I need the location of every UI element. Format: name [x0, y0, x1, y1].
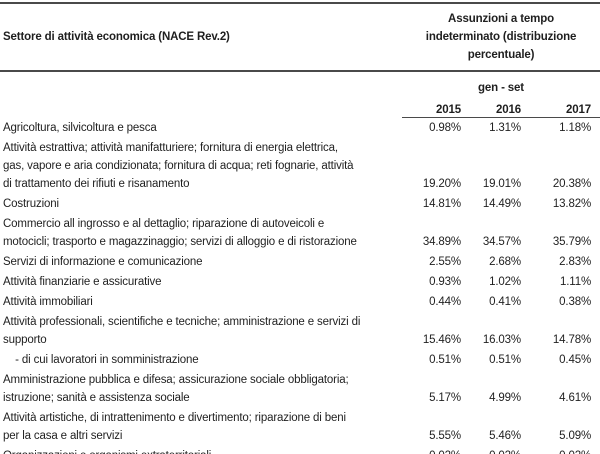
- value-cell-2015: 2.55%: [429, 256, 461, 268]
- years-spacer: [0, 96, 402, 118]
- table-row: Agricoltura, silvicoltura e pesca 0.98% 1.…: [0, 118, 600, 139]
- value-cell-2017: 2.83%: [559, 256, 592, 268]
- sector-label: Attività finanziarie e assicurative: [3, 276, 162, 288]
- period-spacer: [0, 71, 402, 96]
- table-row: Servizi di informazione e comunicazione 2…: [0, 252, 600, 272]
- values-column-header: Assunzioni a tempo indeterminato (distri…: [402, 2, 600, 72]
- table-row: Attività immobiliari 0.44% 0.41% 0.38%: [0, 292, 600, 312]
- value-cell-2015: 14.81%: [422, 198, 461, 210]
- sector-label: Organizzazioni e organismi extraterritor…: [0, 446, 402, 454]
- period-row: gen - set: [0, 71, 600, 96]
- value-cell-2015: 0.02%: [402, 446, 463, 454]
- value-cell-2016: 0.41%: [489, 296, 521, 308]
- value-cell-2017: 14.78%: [552, 334, 592, 346]
- value-cell-2015: 34.89%: [422, 236, 461, 248]
- table-row: Organizzazioni e organismi extraterritor…: [0, 446, 600, 454]
- sector-label: Servizi di informazione e comunicazione: [3, 256, 203, 268]
- value-cell-2016: 5.46%: [489, 430, 521, 442]
- value-cell-2016: 2.68%: [489, 256, 521, 268]
- value-cell-2017: 1.11%: [560, 276, 592, 288]
- sector-label: Attività immobiliari: [3, 296, 93, 308]
- value-cell-2015: 0.44%: [429, 296, 461, 308]
- value-cell-2016: 0.02%: [463, 446, 523, 454]
- sector-label: Attività professionali, scientifiche e t…: [3, 316, 361, 346]
- year-header-2017: 2017: [523, 96, 600, 118]
- value-cell-2016: 34.57%: [482, 236, 521, 248]
- sector-label: Attività artistiche, di intrattenimento …: [3, 412, 346, 442]
- year-header-2015: 2015: [402, 96, 463, 118]
- table-row: Attività professionali, scientifiche e t…: [0, 312, 600, 350]
- value-cell-2016: 0.51%: [489, 354, 521, 366]
- value-cell-2016: 14.49%: [482, 198, 521, 210]
- year-header-2016: 2016: [463, 96, 523, 118]
- sector-column-header: Settore di attività economica (NACE Rev.…: [0, 2, 402, 72]
- value-cell-2015: 5.55%: [429, 430, 461, 442]
- sector-label: Amministrazione pubblica e difesa; assic…: [3, 374, 349, 404]
- value-cell-2016: 19.01%: [482, 178, 521, 190]
- table-row: Costruzioni 14.81% 14.49% 13.82%: [0, 194, 600, 214]
- value-cell-2017: 5.09%: [559, 430, 592, 442]
- value-cell-2015: 0.98%: [429, 122, 461, 134]
- value-cell-2016: 1.31%: [489, 122, 521, 134]
- sector-label: - di cui lavoratori in somministrazione: [3, 354, 199, 366]
- table-row: Amministrazione pubblica e difesa; assic…: [0, 370, 600, 408]
- table-row: Attività artistiche, di intrattenimento …: [0, 408, 600, 446]
- years-row: 2015 2016 2017: [0, 96, 600, 118]
- value-cell-2015: 5.17%: [429, 392, 461, 404]
- value-cell-2015: 19.20%: [422, 178, 461, 190]
- value-cell-2017: 35.79%: [552, 236, 592, 248]
- value-cell-2015: 0.93%: [429, 276, 461, 288]
- sector-label: Agricoltura, silvicoltura e pesca: [3, 122, 157, 134]
- sector-label: Commercio all ingrosso e al dettaglio; r…: [3, 218, 357, 248]
- value-cell-2016: 16.03%: [482, 334, 521, 346]
- sector-label: Costruzioni: [3, 198, 59, 210]
- table-body: Agricoltura, silvicoltura e pesca 0.98% 1.…: [0, 118, 600, 454]
- value-cell-2015: 15.46%: [422, 334, 461, 346]
- value-cell-2015: 0.51%: [429, 354, 461, 366]
- value-cell-2016: 4.99%: [489, 392, 521, 404]
- value-cell-2017: 0.02%: [523, 446, 600, 454]
- value-cell-2017: 4.61%: [559, 392, 592, 404]
- table-row: Commercio all ingrosso e al dettaglio; r…: [0, 214, 600, 252]
- table-row: - di cui lavoratori in somministrazione 0…: [0, 350, 600, 370]
- table-row: Attività estrattiva; attività manifattur…: [0, 138, 600, 194]
- value-cell-2017: 1.18%: [559, 122, 592, 134]
- table-header-row: Settore di attività economica (NACE Rev.…: [0, 2, 600, 72]
- value-cell-2017: 0.38%: [559, 296, 592, 308]
- period-label: gen - set: [478, 82, 524, 94]
- sector-label: Attività estrattiva; attività manifattur…: [3, 142, 354, 190]
- value-cell-2017: 13.82%: [552, 198, 592, 210]
- value-cell-2017: 0.45%: [559, 354, 592, 366]
- table-row: Attività finanziarie e assicurative 0.93%…: [0, 272, 600, 292]
- value-cell-2016: 1.02%: [489, 276, 521, 288]
- value-cell-2017: 20.38%: [552, 178, 592, 190]
